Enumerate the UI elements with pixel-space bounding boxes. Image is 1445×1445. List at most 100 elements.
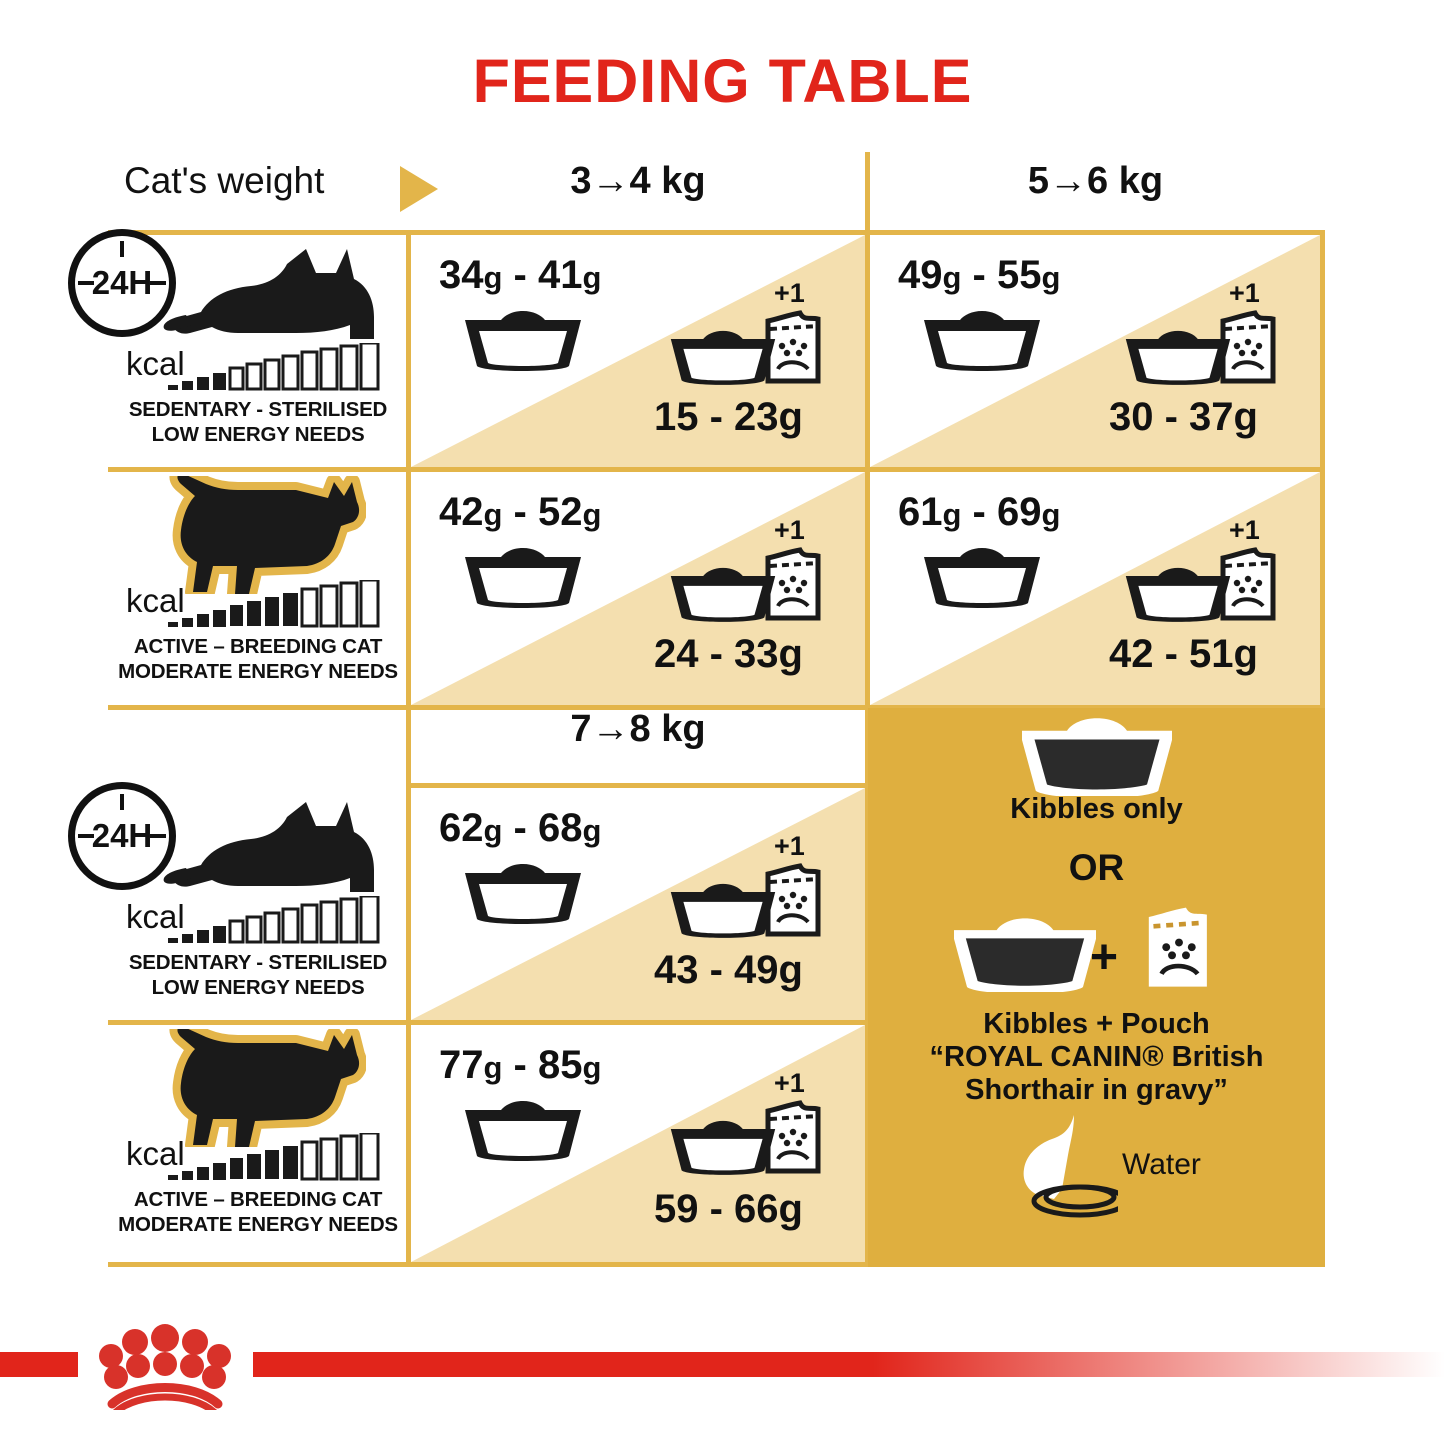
mix-zone-triangle <box>870 472 1320 705</box>
row-label-sedentary-1: 24H kcal <box>68 229 408 467</box>
brand-bar-right <box>253 1352 1445 1377</box>
kibble-bowl-icon-mix <box>670 330 776 385</box>
kibble-bowl-icon <box>465 864 581 924</box>
brand-bar-left <box>0 1352 78 1377</box>
kibble-bowl-icon <box>465 548 581 608</box>
feeding-table: Cat's weight 3→4 kg 5→6 kg 7→8 kg 24H kc… <box>68 152 1325 1267</box>
pouch-icon <box>765 547 821 621</box>
kibble-bowl-icon-mix <box>1125 330 1231 385</box>
pouch-icon-legend <box>1148 907 1207 987</box>
cell-r1c1: 34g - 41g +1 15 - 23g <box>411 235 865 467</box>
lying-cat-icon <box>163 249 374 339</box>
clock-label: 24H <box>91 264 153 301</box>
cell-r1c1-plus1: +1 <box>774 278 805 308</box>
cell-r1c2-plus1: +1 <box>1229 278 1260 308</box>
grid-hline-top <box>108 230 1325 235</box>
kcal-label-4: kcal <box>126 1135 185 1172</box>
pouch-icon <box>1220 310 1276 384</box>
pouch-icon <box>765 863 821 937</box>
24h-clock-icon: 24H <box>68 229 176 337</box>
row-label-line1-2: ACTIVE – BREEDING CAT <box>133 635 383 658</box>
kibble-bowl-icon-mix <box>670 1120 776 1175</box>
header-weight-col-1: 3→4 kg <box>570 160 706 202</box>
legend-plus-sign: + <box>1090 931 1119 984</box>
cell-r1c1-mix-amount: 15 - 23g <box>654 395 803 439</box>
cell-r2c2-mix-amount: 42 - 51g <box>1109 632 1258 676</box>
row-label-active-2: kcal ACTIVE – BREEDING CAT MODERATE ENER… <box>108 1025 408 1262</box>
mix-zone-triangle <box>870 235 1320 467</box>
kcal-label-2: kcal <box>126 582 185 619</box>
energy-ramp-icon-2 <box>168 580 380 628</box>
cell-r2c1-mix-amount: 24 - 33g <box>654 632 803 676</box>
cell-r3c1: 62g - 68g +1 43 - 49g <box>411 788 865 1020</box>
mix-zone-triangle <box>411 1025 865 1262</box>
mix-zone-triangle <box>411 472 865 705</box>
pouch-icon <box>1220 547 1276 621</box>
kibble-bowl-icon-legend-mix <box>954 918 1096 992</box>
header-weight-col-3: 7→8 kg <box>570 708 706 750</box>
grid-vline-right <box>1320 230 1325 707</box>
cell-r3c1-dry-amount: 62g - 68g <box>439 806 602 850</box>
legend-mix-line1: Kibbles + Pouch <box>983 1008 1210 1040</box>
cell-r2c1-plus1: +1 <box>774 515 805 545</box>
row-label-active-1: kcal ACTIVE – BREEDING CAT MODERATE ENER… <box>108 472 408 705</box>
grid-hline-r3 <box>108 1020 868 1025</box>
kibble-bowl-icon-mix <box>670 567 776 622</box>
kibble-bowl-icon <box>924 311 1040 371</box>
grid-vline-label <box>406 230 411 1267</box>
legend-or-label: OR <box>1068 847 1125 888</box>
energy-ramp-icon-4 <box>168 1133 380 1181</box>
grid-hline-r2 <box>108 705 1325 710</box>
grid-hline-r1 <box>108 467 1325 472</box>
cell-r3c1-mix-amount: 43 - 49g <box>654 948 803 992</box>
row-label-line2-4: MODERATE ENERGY NEEDS <box>118 1213 398 1236</box>
row-label-line1-3: SEDENTARY - STERILISED <box>128 951 388 974</box>
cell-r2c2-dry-amount: 61g - 69g <box>898 490 1061 534</box>
page-title: FEEDING TABLE <box>472 47 973 115</box>
grid-hline-r3hdr <box>408 783 868 788</box>
mix-zone-triangle <box>411 235 865 467</box>
cell-r2c2-plus1: +1 <box>1229 515 1260 545</box>
cell-r1c2-dry-amount: 49g - 55g <box>898 253 1061 297</box>
kibble-bowl-icon <box>924 548 1040 608</box>
row-label-line1-1: SEDENTARY - STERILISED <box>128 398 388 421</box>
clock-label-2: 24H <box>91 817 153 854</box>
row-label-sedentary-2: 24H kcal <box>68 782 408 1020</box>
legend-mix-line3: Shorthair in gravy” <box>965 1074 1228 1106</box>
row-label-line2-1: LOW ENERGY NEEDS <box>151 423 365 446</box>
row-label-line2-2: MODERATE ENERGY NEEDS <box>118 660 398 683</box>
kibble-bowl-icon <box>465 1101 581 1161</box>
cell-r1c2-mix-amount: 30 - 37g <box>1109 395 1258 439</box>
grid-vline-mid <box>865 152 870 783</box>
water-bowl-icon <box>1023 1115 1118 1218</box>
pouch-icon <box>765 1100 821 1174</box>
pouch-icon <box>765 310 821 384</box>
legend-kibbles-only-label: Kibbles only <box>1010 793 1183 825</box>
royal-canin-crown-logo <box>99 1324 231 1410</box>
row-label-line1-4: ACTIVE – BREEDING CAT <box>133 1188 383 1211</box>
cell-r3c1-plus1: +1 <box>774 831 805 861</box>
walking-cat-icon-2 <box>169 1029 366 1147</box>
cell-r1c1-dry-amount: 34g - 41g <box>439 253 602 297</box>
header-weight-col-2: 5→6 kg <box>1027 160 1164 202</box>
legend-mix-line2: “ROYAL CANIN® British <box>929 1041 1264 1073</box>
kibble-bowl-icon <box>465 311 581 371</box>
cell-r4c1-dry-amount: 77g - 85g <box>439 1043 602 1087</box>
cell-r2c1-dry-amount: 42g - 52g <box>439 490 602 534</box>
cell-r1c2: 49g - 55g +1 30 - 37g <box>870 235 1320 467</box>
energy-ramp-icon-3 <box>168 896 380 944</box>
kibble-bowl-icon-legend <box>1022 718 1172 796</box>
cell-r2c1: 42g - 52g +1 24 - 33g <box>411 472 865 705</box>
legend-water-label: Water <box>1122 1148 1201 1181</box>
cell-r4c1: 77g - 85g +1 59 - 66g <box>411 1025 865 1262</box>
kibble-bowl-icon-mix <box>1125 567 1231 622</box>
cell-r4c1-mix-amount: 59 - 66g <box>654 1187 803 1231</box>
kcal-label-1: kcal <box>126 345 185 382</box>
24h-clock-icon-2: 24H <box>68 782 176 890</box>
cell-r2c2: 61g - 69g +1 42 - 51g <box>870 472 1320 705</box>
grid-hline-bottom <box>108 1262 868 1267</box>
grid-vline-mid2 <box>865 783 870 1267</box>
mix-zone-triangle <box>411 788 865 1020</box>
lying-cat-icon-2 <box>163 802 374 892</box>
cell-r4c1-plus1: +1 <box>774 1068 805 1098</box>
